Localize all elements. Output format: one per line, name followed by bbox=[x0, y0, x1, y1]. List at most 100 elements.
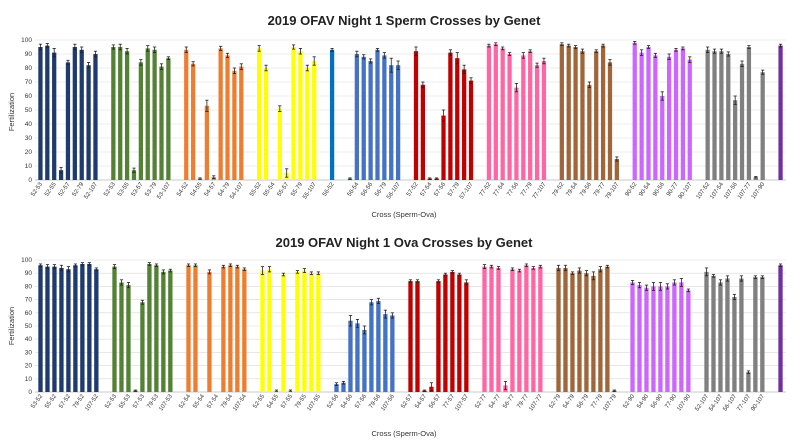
bar bbox=[514, 87, 519, 180]
x-tick-label: 79-52 bbox=[72, 393, 86, 410]
bar bbox=[665, 286, 670, 392]
bar bbox=[52, 52, 57, 180]
bar bbox=[221, 266, 226, 392]
bar bbox=[686, 290, 691, 392]
bar bbox=[725, 278, 730, 392]
y-axis-label: Fertilization bbox=[7, 307, 16, 345]
bar bbox=[468, 80, 474, 180]
bar bbox=[594, 51, 599, 181]
bar bbox=[362, 329, 367, 392]
x-tick-label: 79-77 bbox=[516, 393, 530, 410]
bar bbox=[390, 315, 395, 392]
ova-crosses-chart: 2019 OFAV Night 1 Ova Crosses by Genet F… bbox=[7, 235, 786, 438]
x-tick-label: 55-57 bbox=[277, 181, 291, 198]
bar bbox=[225, 55, 230, 180]
x-tick-label: 107-55 bbox=[306, 393, 322, 412]
bar bbox=[38, 47, 43, 180]
bar bbox=[489, 266, 494, 392]
y-tick-label: 40 bbox=[25, 336, 33, 343]
bar bbox=[159, 66, 164, 180]
bar bbox=[705, 49, 710, 180]
bar bbox=[389, 65, 394, 180]
bar bbox=[507, 54, 512, 180]
bar bbox=[309, 273, 314, 392]
x-tick-label: 107-90 bbox=[751, 181, 767, 200]
bar bbox=[673, 49, 679, 180]
bar bbox=[341, 382, 346, 392]
x-tick-label: 77-57 bbox=[442, 393, 456, 410]
x-tick-label: 57-56 bbox=[433, 181, 447, 198]
bar bbox=[541, 61, 547, 180]
bar bbox=[207, 271, 212, 392]
bar bbox=[73, 265, 78, 392]
x-tick-label: 90-54 bbox=[638, 181, 652, 198]
x-tick-label: 77-107 bbox=[532, 181, 548, 200]
bar bbox=[718, 282, 723, 392]
bar bbox=[66, 269, 71, 392]
x-tick-label: 54-52 bbox=[176, 181, 190, 198]
x-tick-label: 55-52 bbox=[44, 393, 58, 410]
bar bbox=[59, 267, 64, 392]
bar bbox=[348, 320, 353, 392]
x-tick-label: 57-56 bbox=[354, 393, 368, 410]
x-tick-label: 57-107 bbox=[459, 181, 475, 200]
bar bbox=[704, 271, 709, 392]
x-tick-label: 54-107 bbox=[229, 181, 245, 200]
x-tick-label: 79-107 bbox=[605, 181, 621, 200]
bar bbox=[312, 61, 317, 180]
x-tick-label: 55-54 bbox=[263, 181, 277, 198]
bar bbox=[368, 61, 373, 180]
bar bbox=[93, 54, 98, 180]
bar bbox=[235, 266, 240, 392]
bar bbox=[760, 72, 765, 180]
bar bbox=[277, 108, 282, 180]
bar bbox=[126, 285, 131, 392]
bar bbox=[38, 265, 43, 392]
bar bbox=[733, 100, 738, 180]
x-tick-label: 52-57 bbox=[58, 181, 72, 198]
bar bbox=[450, 271, 455, 392]
bar bbox=[316, 273, 321, 392]
bar bbox=[457, 274, 462, 392]
bar bbox=[637, 285, 642, 392]
y-tick-label: 50 bbox=[25, 323, 33, 330]
bar bbox=[573, 47, 578, 180]
y-tick-label: 90 bbox=[25, 51, 33, 58]
y-tick-label: 10 bbox=[25, 163, 33, 170]
x-tick-label: 79-54 bbox=[565, 181, 579, 198]
bar bbox=[152, 49, 157, 180]
bar bbox=[94, 269, 99, 392]
bar bbox=[719, 51, 724, 181]
bar bbox=[646, 47, 651, 180]
y-tick-label: 10 bbox=[25, 376, 33, 383]
x-tick-label: 79-56 bbox=[368, 393, 382, 410]
x-tick-label: 52-53 bbox=[103, 181, 117, 198]
bar bbox=[580, 51, 585, 181]
bar bbox=[672, 282, 677, 392]
bar bbox=[563, 267, 568, 392]
x-tick-label: 53-57 bbox=[131, 181, 145, 198]
x-tick-label: 57-52 bbox=[406, 181, 420, 198]
bar bbox=[376, 300, 381, 392]
bar bbox=[753, 277, 758, 392]
bar bbox=[455, 58, 460, 181]
bar bbox=[739, 278, 744, 392]
bar bbox=[687, 59, 692, 180]
x-tick-label: 55-53 bbox=[118, 393, 132, 410]
x-tick-label: 57-55 bbox=[280, 393, 294, 410]
x-tick-label: 79-54 bbox=[220, 393, 234, 410]
bar bbox=[778, 45, 783, 180]
x-tick-label: 79-56 bbox=[579, 181, 593, 198]
bar bbox=[305, 68, 310, 180]
bar bbox=[436, 281, 441, 392]
bar bbox=[760, 277, 765, 392]
bar bbox=[395, 65, 401, 180]
y-tick-label: 0 bbox=[28, 177, 32, 184]
bar bbox=[242, 269, 247, 392]
bar bbox=[605, 266, 610, 392]
y-tick-label: 0 bbox=[28, 389, 32, 396]
bar bbox=[500, 48, 505, 181]
bar bbox=[168, 270, 173, 392]
x-tick-label: 53-107 bbox=[156, 181, 172, 200]
y-tick-label: 20 bbox=[25, 149, 33, 156]
